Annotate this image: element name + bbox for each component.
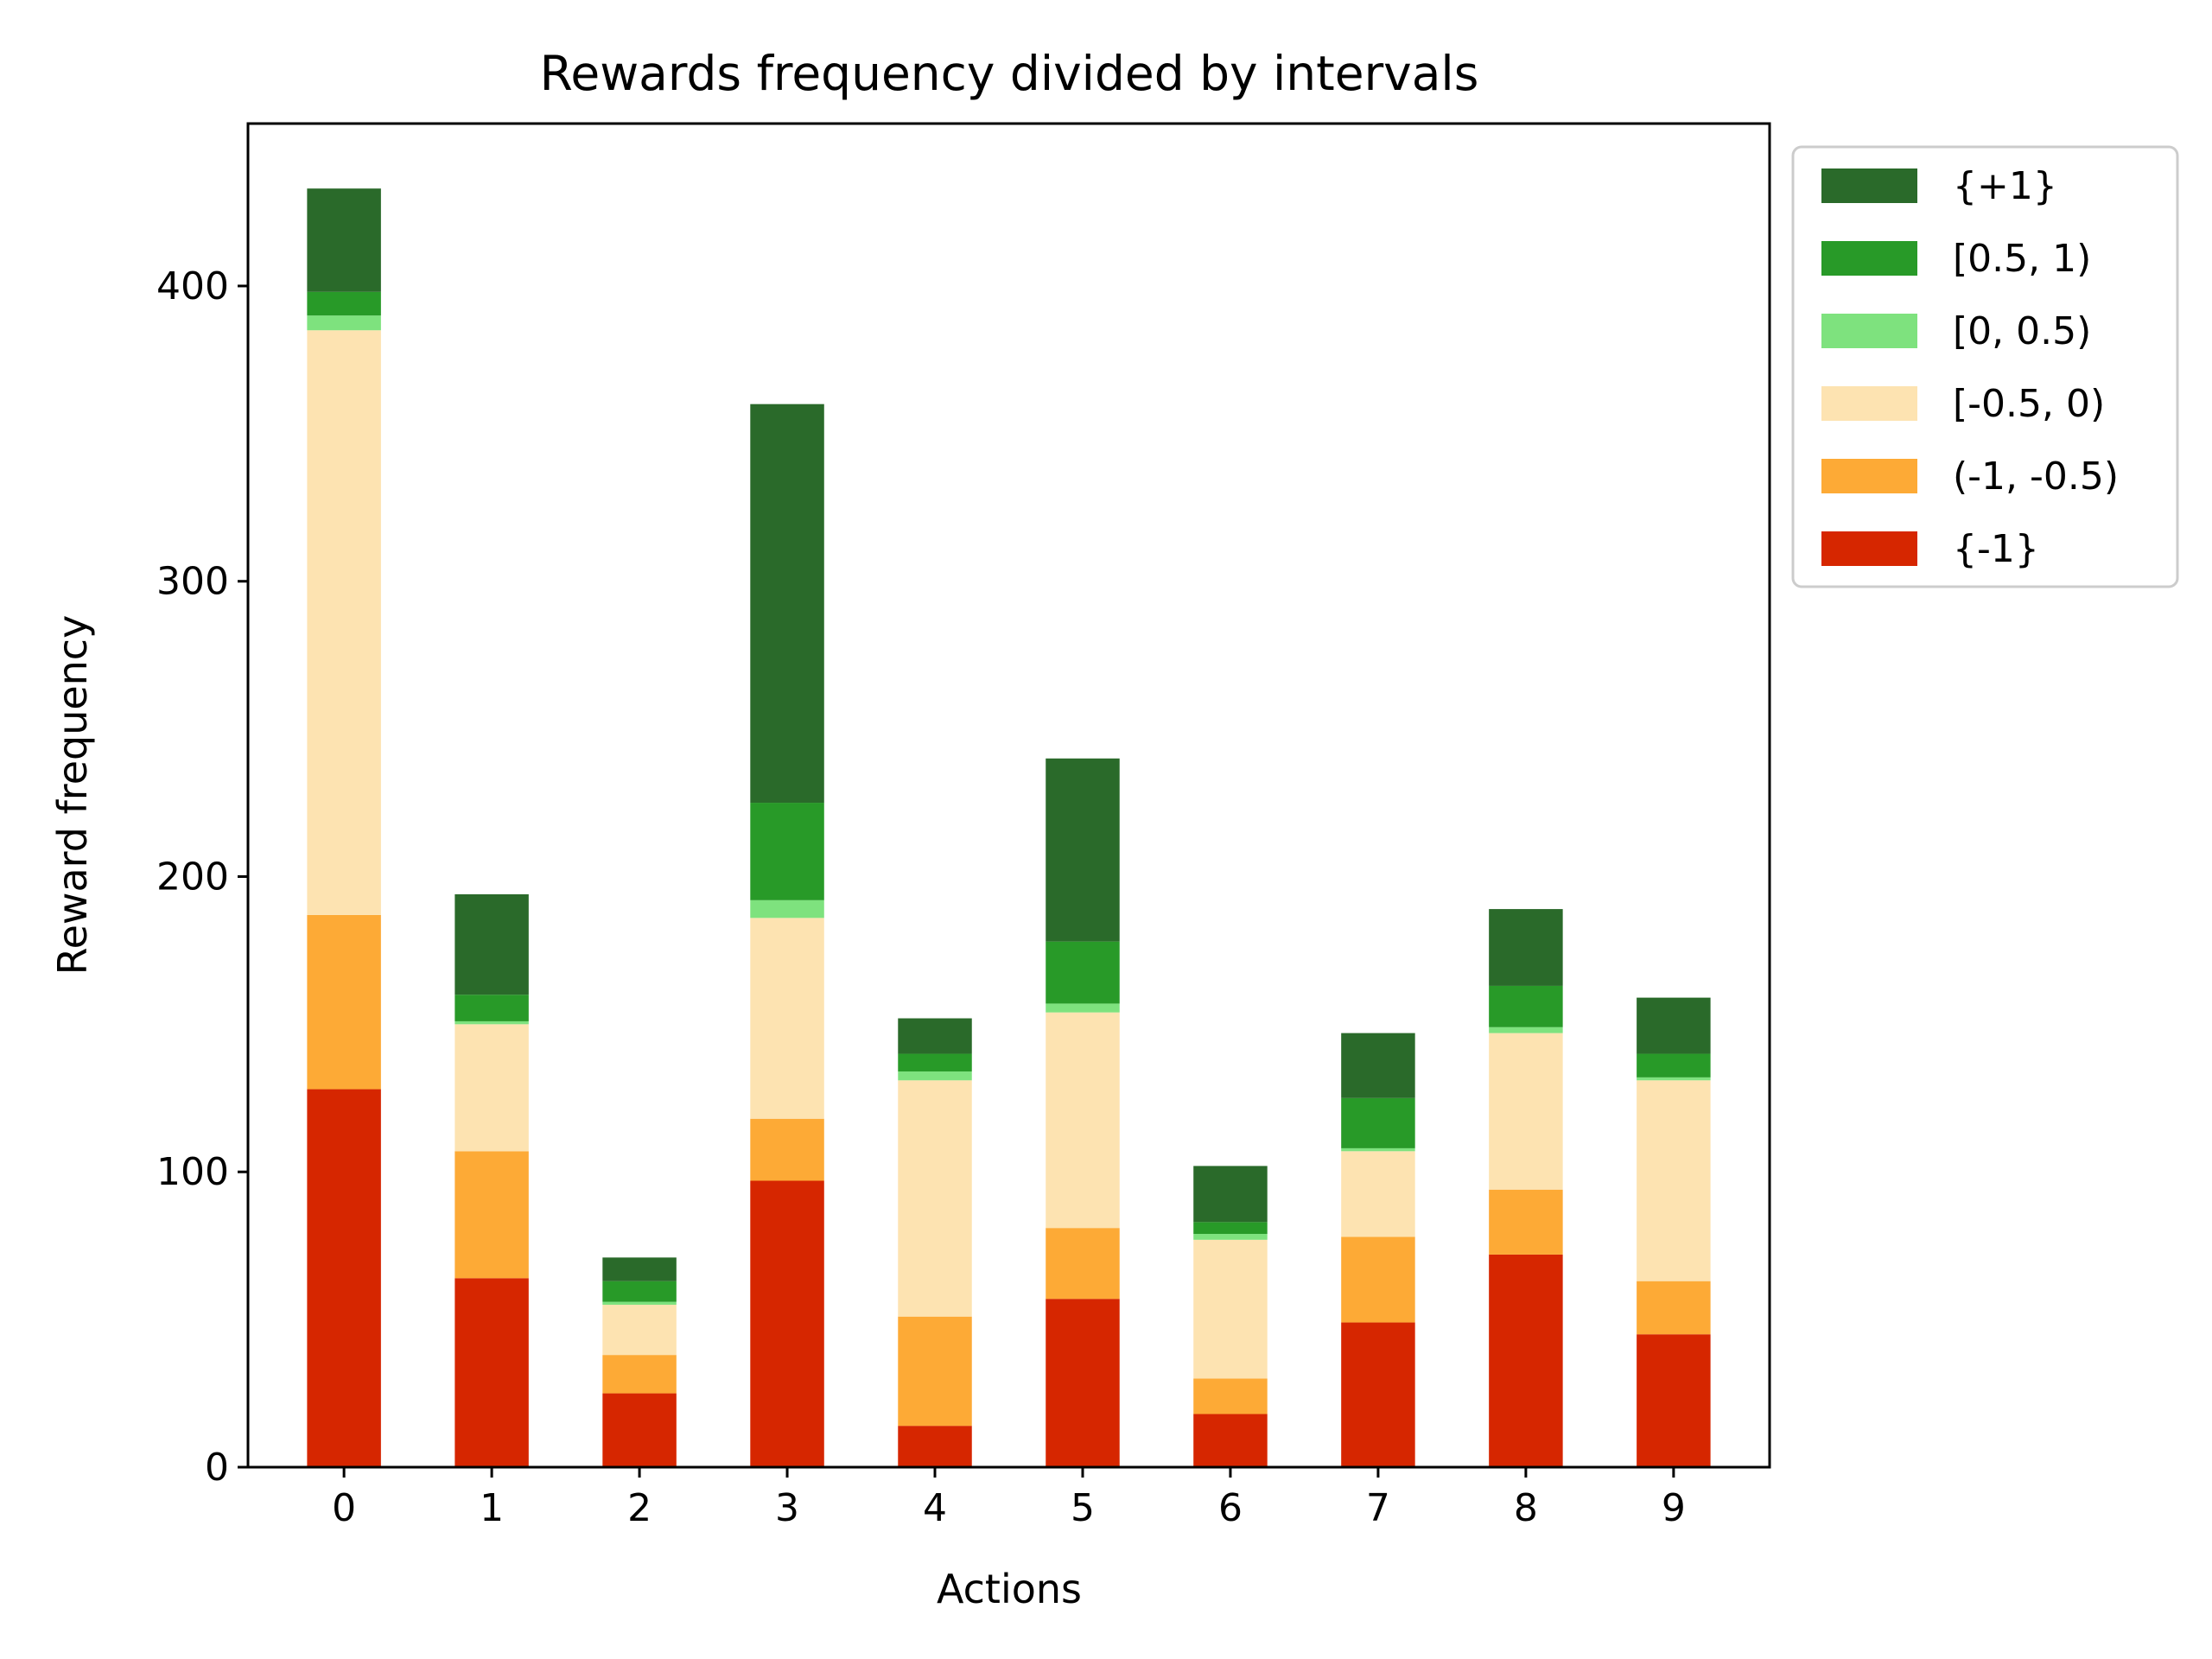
bar-series-3-category-7 bbox=[1341, 1147, 1415, 1152]
bar-series-3-category-9 bbox=[1637, 1077, 1711, 1081]
bar-series-5-category-9 bbox=[1637, 997, 1711, 1054]
bar-series-4-category-4 bbox=[898, 1053, 972, 1072]
legend-swatch bbox=[1821, 386, 1917, 421]
bar-series-3-category-3 bbox=[750, 899, 824, 918]
bar-series-4-category-8 bbox=[1489, 985, 1563, 1027]
y-tick-label: 100 bbox=[156, 1150, 229, 1194]
x-tick-label: 8 bbox=[1514, 1486, 1538, 1530]
legend-label: [0, 0.5) bbox=[1953, 309, 2091, 353]
bar-series-3-category-5 bbox=[1046, 1003, 1120, 1013]
bar-series-1-category-6 bbox=[1193, 1378, 1268, 1414]
x-tick-label: 1 bbox=[480, 1486, 504, 1530]
bar-series-4-category-7 bbox=[1341, 1097, 1415, 1148]
legend-label: [-0.5, 0) bbox=[1953, 382, 2105, 426]
bar-series-1-category-3 bbox=[750, 1118, 824, 1181]
bar-series-4-category-2 bbox=[602, 1281, 677, 1302]
x-tick-label: 4 bbox=[923, 1486, 947, 1530]
legend-label: {+1} bbox=[1953, 164, 2057, 208]
legend-label: (-1, -0.5) bbox=[1953, 454, 2119, 499]
x-tick-label: 9 bbox=[1662, 1486, 1686, 1530]
bar-series-5-category-8 bbox=[1489, 909, 1563, 986]
bar-series-1-category-9 bbox=[1637, 1281, 1711, 1335]
bar-series-5-category-1 bbox=[454, 893, 529, 995]
bar-series-0-category-8 bbox=[1489, 1254, 1563, 1467]
bar-series-2-category-9 bbox=[1637, 1080, 1711, 1281]
x-axis-label: Actions bbox=[937, 1566, 1082, 1612]
bar-series-1-category-8 bbox=[1489, 1189, 1563, 1255]
x-tick-label: 5 bbox=[1071, 1486, 1095, 1530]
bar-series-0-category-1 bbox=[454, 1278, 529, 1467]
bar-series-2-category-4 bbox=[898, 1080, 972, 1317]
bar-series-2-category-7 bbox=[1341, 1151, 1415, 1237]
bar-series-1-category-0 bbox=[307, 914, 381, 1090]
bar-series-1-category-2 bbox=[602, 1355, 677, 1394]
x-axis: 0 1 2 3 4 5 6 7 8 9 bbox=[332, 1467, 1686, 1530]
bar-series-2-category-3 bbox=[750, 918, 824, 1119]
bar-series-5-category-7 bbox=[1341, 1033, 1415, 1098]
bar-series-2-category-2 bbox=[602, 1305, 677, 1356]
bar-series-0-category-4 bbox=[898, 1426, 972, 1467]
bar-series-4-category-0 bbox=[307, 291, 381, 316]
legend-swatch bbox=[1821, 314, 1917, 348]
bar-series-5-category-4 bbox=[898, 1018, 972, 1054]
bar-series-0-category-5 bbox=[1046, 1299, 1120, 1467]
bar-series-3-category-8 bbox=[1489, 1027, 1563, 1033]
bar-series-5-category-2 bbox=[602, 1257, 677, 1281]
bar-series-4-category-3 bbox=[750, 803, 824, 900]
bar-series-0-category-7 bbox=[1341, 1322, 1415, 1467]
bars-group bbox=[307, 188, 1711, 1467]
bar-series-1-category-1 bbox=[454, 1151, 529, 1279]
bar-series-3-category-6 bbox=[1193, 1234, 1268, 1240]
bar-series-4-category-9 bbox=[1637, 1053, 1711, 1077]
bar-series-0-category-2 bbox=[602, 1393, 677, 1467]
bar-series-0-category-3 bbox=[750, 1180, 824, 1467]
x-tick-label: 2 bbox=[627, 1486, 652, 1530]
x-tick-label: 3 bbox=[775, 1486, 799, 1530]
y-axis-label: Reward frequency bbox=[49, 615, 96, 976]
bar-series-4-category-1 bbox=[454, 995, 529, 1021]
bar-series-4-category-5 bbox=[1046, 941, 1120, 1004]
bar-series-3-category-0 bbox=[307, 315, 381, 331]
y-tick-label: 0 bbox=[205, 1446, 229, 1490]
bar-series-5-category-5 bbox=[1046, 758, 1120, 942]
legend-swatch bbox=[1821, 459, 1917, 493]
bar-series-0-category-9 bbox=[1637, 1334, 1711, 1467]
bar-series-0-category-6 bbox=[1193, 1414, 1268, 1467]
bar-series-2-category-8 bbox=[1489, 1033, 1563, 1190]
legend: {+1} [0.5, 1) [0, 0.5) [-0.5, 0) (-1, -0.5) {… bbox=[1791, 145, 2179, 588]
legend-box bbox=[1791, 145, 2179, 588]
y-tick-label: 400 bbox=[156, 264, 229, 308]
x-tick-label: 7 bbox=[1366, 1486, 1390, 1530]
plot-frame bbox=[246, 122, 1771, 1469]
bar-series-2-category-1 bbox=[454, 1024, 529, 1152]
legend-swatch bbox=[1821, 168, 1917, 203]
bar-series-1-category-5 bbox=[1046, 1228, 1120, 1300]
x-tick-label: 0 bbox=[332, 1486, 356, 1530]
y-tick-label: 200 bbox=[156, 855, 229, 899]
bar-series-3-category-1 bbox=[454, 1020, 529, 1025]
bar-series-2-category-6 bbox=[1193, 1239, 1268, 1379]
bar-series-1-category-7 bbox=[1341, 1236, 1415, 1323]
bar-series-5-category-0 bbox=[307, 188, 381, 292]
legend-label: [0.5, 1) bbox=[1953, 237, 2091, 281]
x-tick-label: 6 bbox=[1218, 1486, 1243, 1530]
bar-series-1-category-4 bbox=[898, 1316, 972, 1427]
bar-series-3-category-4 bbox=[898, 1071, 972, 1081]
legend-label: {-1} bbox=[1953, 527, 2039, 571]
bar-series-5-category-6 bbox=[1193, 1166, 1268, 1223]
bar-series-3-category-2 bbox=[602, 1301, 677, 1306]
bar-series-2-category-5 bbox=[1046, 1012, 1120, 1229]
bar-series-0-category-0 bbox=[307, 1089, 381, 1467]
bar-series-4-category-6 bbox=[1193, 1222, 1268, 1235]
chart-title: Rewards frequency divided by intervals bbox=[540, 46, 1479, 101]
y-tick-label: 300 bbox=[156, 560, 229, 604]
bar-series-5-category-3 bbox=[750, 404, 824, 804]
legend-swatch bbox=[1821, 531, 1917, 566]
y-axis: 0 100 200 300 400 bbox=[156, 264, 248, 1490]
bar-series-2-category-0 bbox=[307, 330, 381, 915]
legend-swatch bbox=[1821, 241, 1917, 276]
